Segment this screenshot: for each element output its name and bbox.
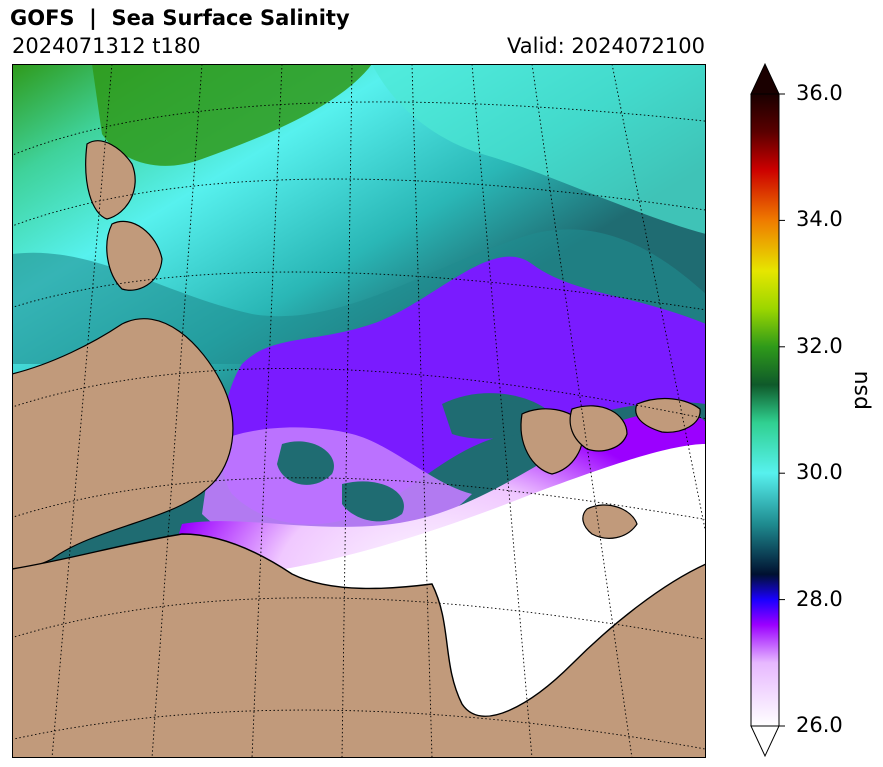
colorbar-tick-label: 34.0 <box>796 207 843 232</box>
graticule <box>12 64 706 758</box>
island-east-1 <box>520 408 584 475</box>
salinity-map <box>12 64 706 758</box>
teal-eddy-1 <box>277 441 334 485</box>
colorbar-tick-label: 26.0 <box>796 713 843 737</box>
colorbar-bottom-extension <box>750 725 780 758</box>
island-east-2 <box>569 405 628 452</box>
run-label: 2024071312 t180 <box>12 34 201 58</box>
colorbar-tick-label: 32.0 <box>796 333 843 358</box>
mainland-landmass <box>12 318 234 570</box>
valid-time-label: Valid: 2024072100 <box>507 34 705 58</box>
colorbar-tick-label: 28.0 <box>796 586 843 611</box>
map-frame <box>12 64 706 758</box>
map-title: GOFS | Sea Surface Salinity <box>10 6 350 30</box>
colorbar <box>750 62 785 758</box>
colorbar-unit-label: psu <box>848 370 873 410</box>
cyan-water-zone <box>372 64 706 234</box>
teal-eddy-2 <box>342 481 404 522</box>
colorbar-tick-label: 36.0 <box>796 81 843 105</box>
colorbar-top-extension <box>750 62 780 95</box>
island-east-3 <box>635 398 701 433</box>
novaya-zemlya-south <box>106 220 163 291</box>
novaya-zemlya-north <box>85 140 136 220</box>
island-east-4 <box>582 504 638 539</box>
green-high-salinity-zone <box>92 64 372 166</box>
southern-landmass <box>12 533 706 758</box>
colorbar-ticks <box>779 93 785 727</box>
colorbar-gradient <box>750 93 780 727</box>
colorbar-tick-label: 30.0 <box>796 460 843 485</box>
